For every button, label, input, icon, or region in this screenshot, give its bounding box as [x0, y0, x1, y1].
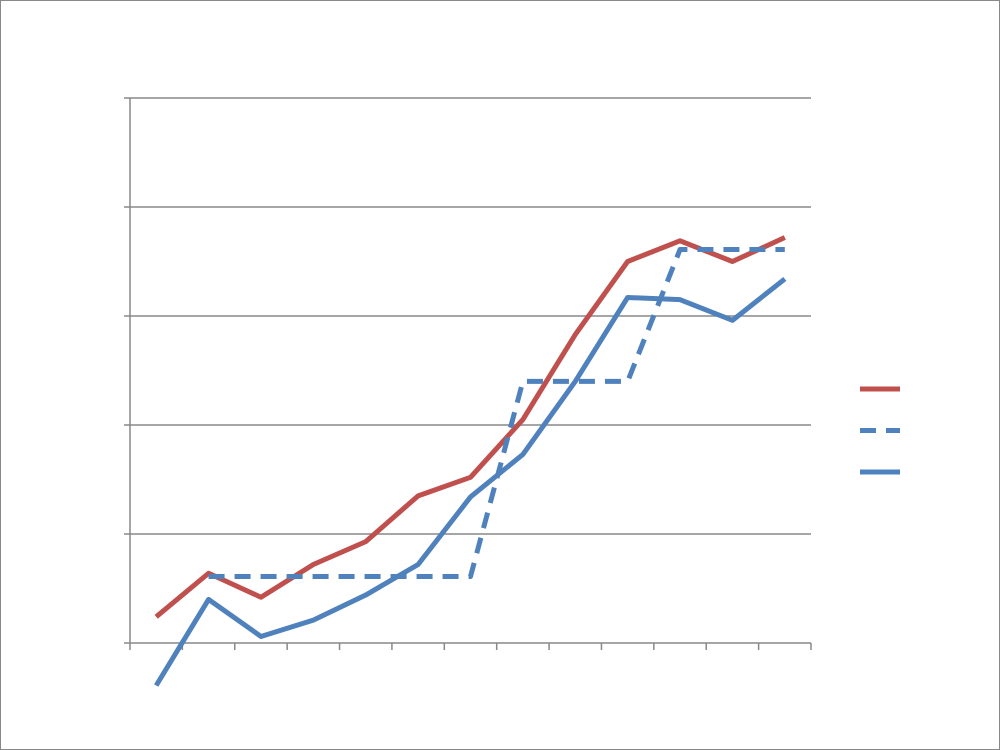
series-line: [154, 235, 786, 619]
series-line: [154, 276, 787, 687]
